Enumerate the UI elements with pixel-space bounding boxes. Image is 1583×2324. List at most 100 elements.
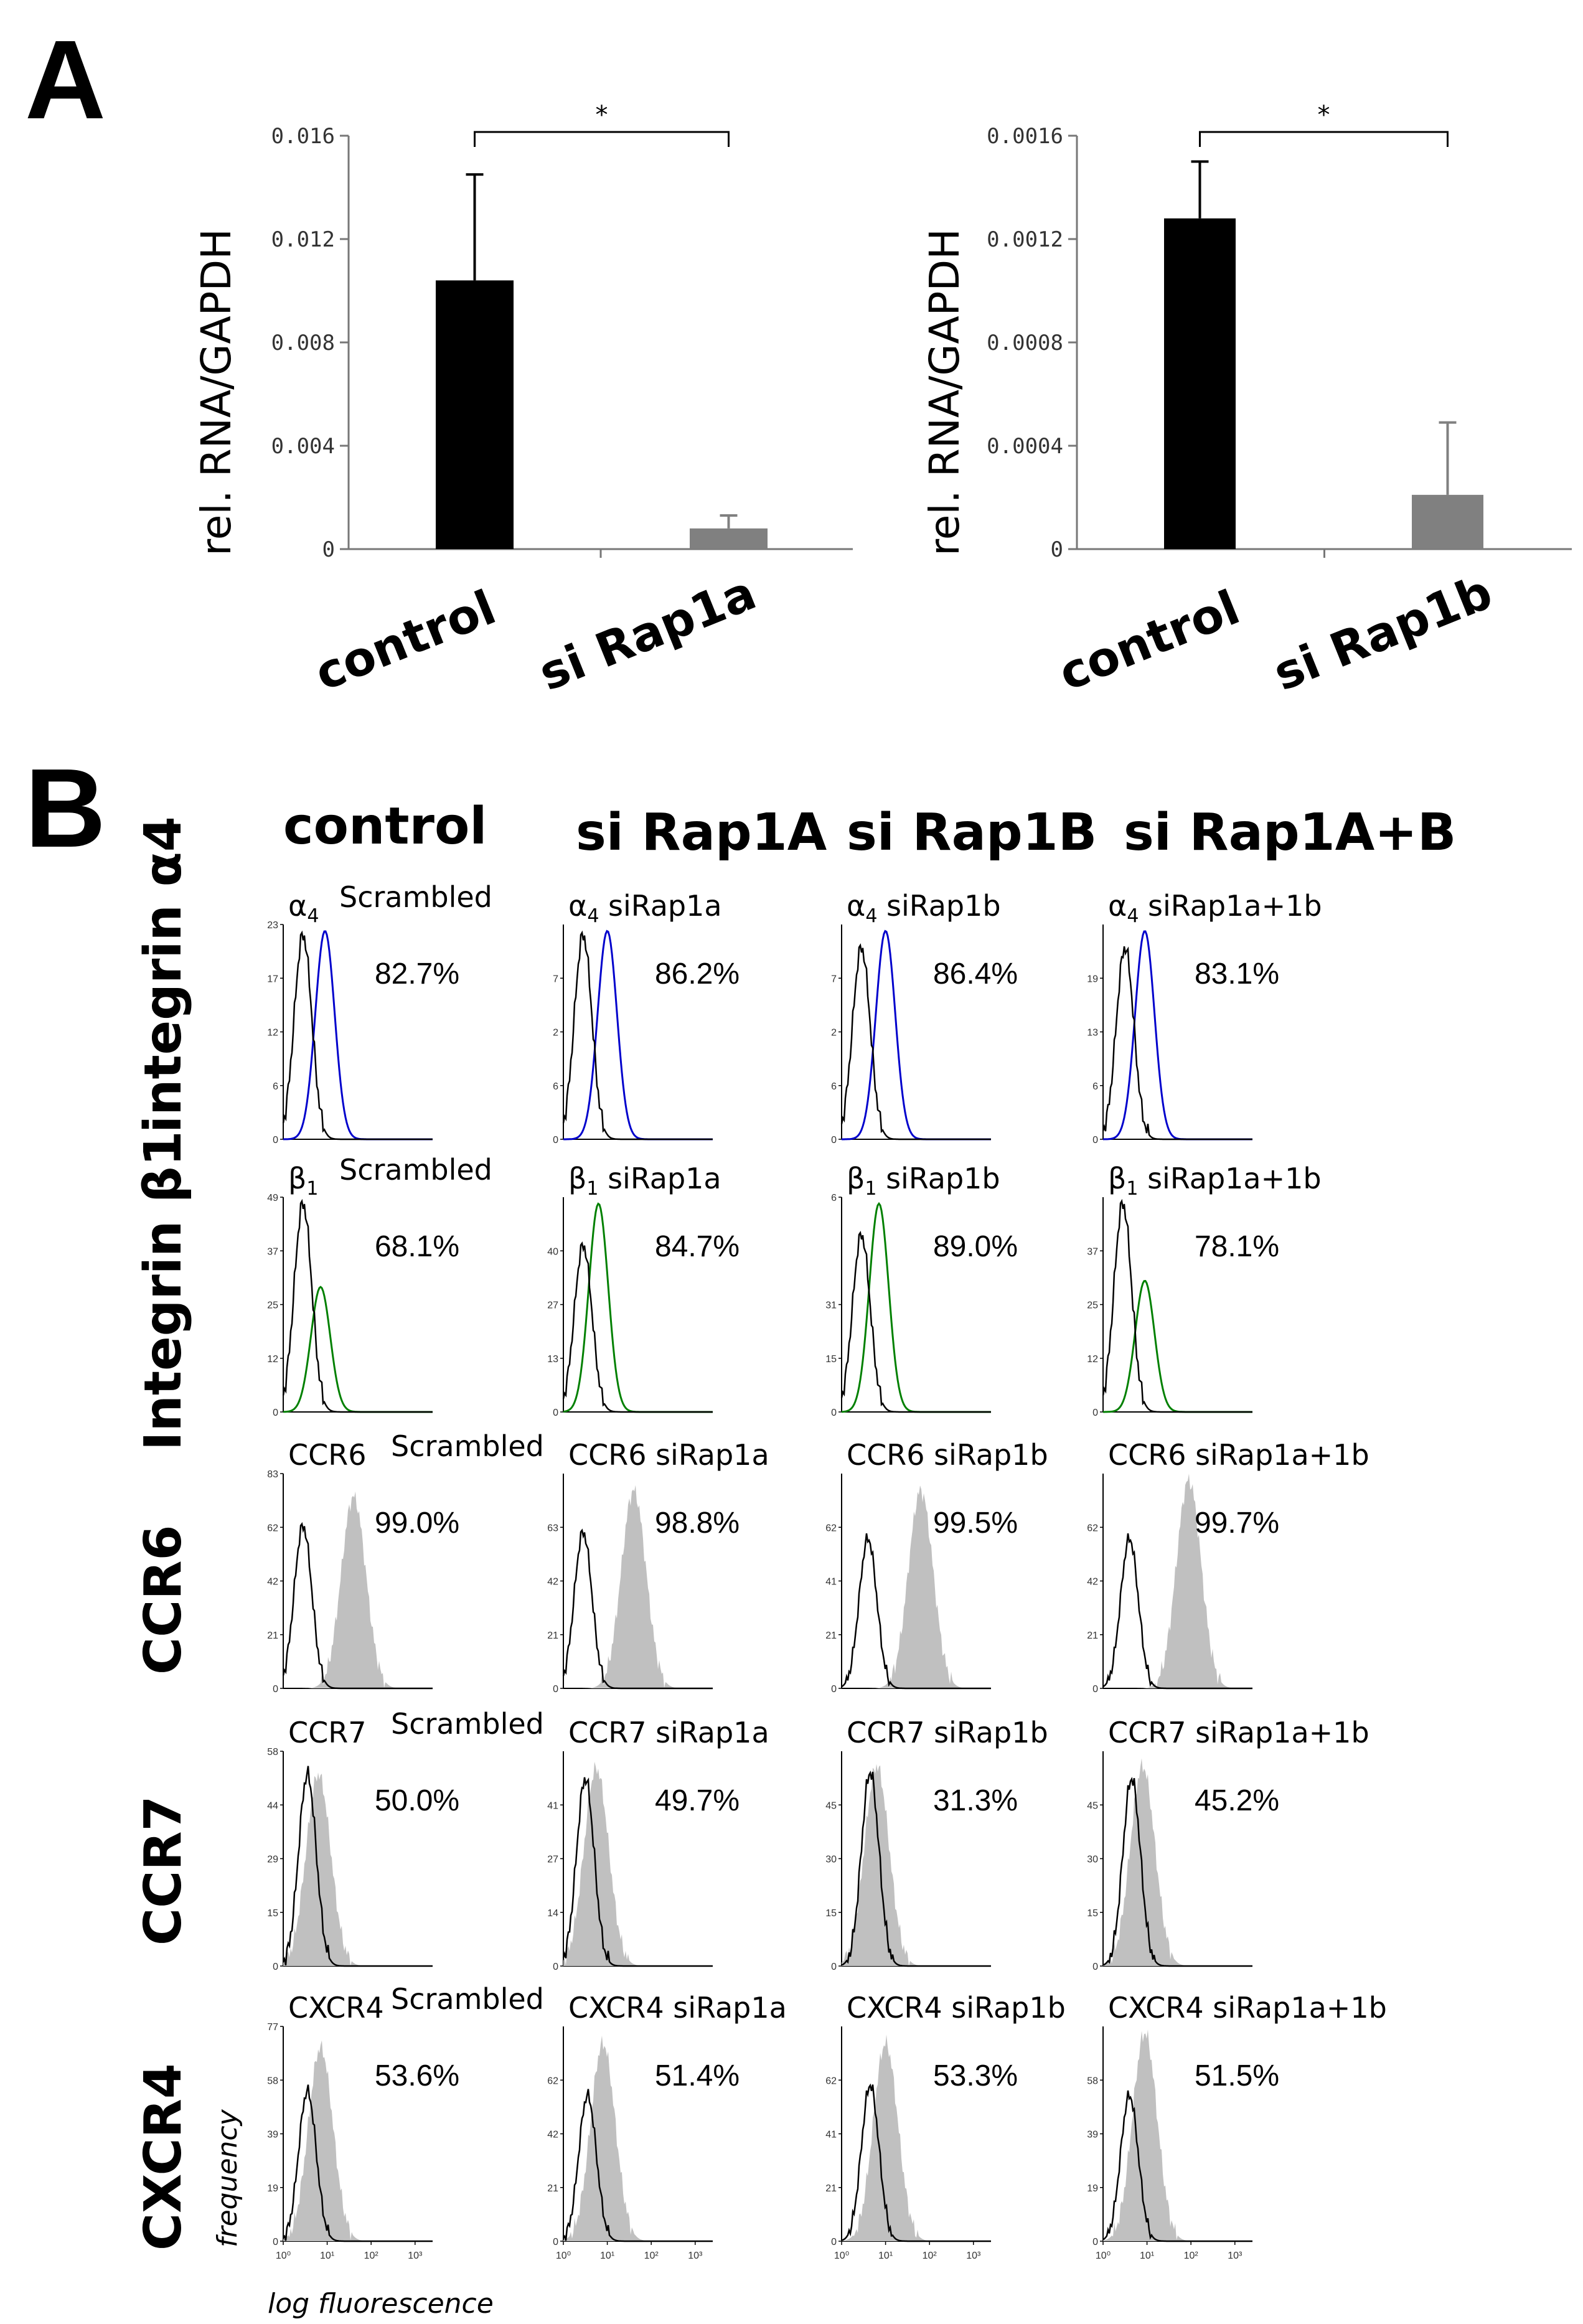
hist-y-tick-label: 41 — [825, 1577, 837, 1588]
hist-x-tick-label: 10⁰ — [276, 2251, 291, 2261]
hist-y-tick-label: 0 — [1092, 1684, 1098, 1695]
hist-percent: 99.0% — [375, 1507, 459, 1540]
hist-title: CXCR4 siRap1b — [847, 1991, 1066, 2025]
hist-y-tick-label: 58 — [1087, 2076, 1098, 2086]
hist-title: CXCR4 siRap1a — [568, 1991, 787, 2025]
hist-isotype-line — [282, 1766, 433, 1967]
hist-isotype-line — [282, 1198, 433, 1413]
hist-positive-fill — [283, 1772, 433, 1966]
hist-positive-fill — [563, 1761, 713, 1966]
hist-isotype-line — [562, 930, 713, 1141]
hist-percent: 78.1% — [1195, 1230, 1279, 1263]
hist-y-tick-label: 12 — [267, 1028, 278, 1038]
y-tick-label: 0.016 — [271, 124, 335, 149]
column-header-si-rap1b: si Rap1B — [847, 803, 1097, 862]
hist-positive-fill — [842, 2035, 991, 2241]
hist-isotype-line — [1102, 946, 1252, 1141]
histogram-cell: 0 21 41 62 CCR6 siRap1b 99.5% — [825, 1438, 1048, 1695]
hist-percent: 82.7% — [375, 957, 459, 990]
hist-positive-fill — [1103, 2030, 1252, 2241]
histogram-cell: 0 19 39 58 10⁰ 10¹ 10² 10³ CXCR4 siRap1a+1b 51.5% — [1087, 1991, 1387, 2261]
hist-y-tick-label: 37 — [1087, 1246, 1098, 1257]
hist-y-tick-label: 83 — [267, 1469, 278, 1480]
histogram-cell: 0 19 39 58 77 10⁰ 10¹ 10² 10³ CXCR4 Scrambled 53.6… — [267, 1982, 544, 2261]
hist-isotype-line — [1102, 1198, 1252, 1413]
y-tick-label: 0 — [1051, 537, 1063, 562]
hist-percent: 89.0% — [933, 1230, 1018, 1263]
hist-positive-fill — [1103, 1758, 1252, 1966]
histogram-cell: 0 6 12 17 23 α4 Scrambled 82.7% — [267, 880, 492, 1146]
hist-y-tick-label: 15 — [267, 1908, 278, 1919]
histogram-cell: 0 15 29 44 58 CCR7 Scrambled 50.0% — [267, 1707, 544, 1972]
hist-y-tick-label: 0 — [1092, 1135, 1098, 1146]
y-tick-label: 0.008 — [271, 331, 335, 355]
hist-y-tick-label: 0 — [831, 2237, 837, 2247]
hist-y-tick-label: 2 — [553, 1028, 558, 1038]
histogram-cell: 0 6 13 19 α4 siRap1a+1b 83.1% — [1087, 889, 1322, 1146]
hist-y-tick-label: 62 — [547, 2076, 558, 2086]
hist-y-tick-label: 0 — [273, 1135, 278, 1146]
hist-percent: 99.5% — [933, 1507, 1018, 1540]
hist-x-tick-label: 10¹ — [878, 2251, 893, 2261]
hist-percent: 99.7% — [1195, 1507, 1279, 1540]
hist-title: CXCR4 siRap1a+1b — [1108, 1991, 1387, 2025]
hist-y-tick-label: 30 — [1087, 1855, 1098, 1865]
hist-y-tick-label: 15 — [825, 1354, 837, 1365]
hist-y-tick-label: 21 — [547, 1630, 558, 1641]
hist-percent: 86.2% — [655, 957, 740, 990]
histogram-cell: 0 15 30 45 CCR7 siRap1a+1b 45.2% — [1087, 1716, 1369, 1972]
hist-y-tick-label: 15 — [1087, 1908, 1098, 1919]
hist-isotype-line — [840, 1230, 991, 1413]
hist-y-tick-label: 0 — [553, 1135, 558, 1146]
hist-y-tick-label: 42 — [547, 1577, 558, 1588]
hist-x-tick-label: 10³ — [408, 2251, 423, 2261]
y-tick-label: 0 — [322, 537, 335, 562]
hist-x-tick-label: 10⁰ — [1096, 2251, 1111, 2261]
hist-isotype-line — [1102, 2090, 1252, 2242]
significance-star: * — [596, 101, 608, 129]
hist-y-tick-label: 0 — [273, 2237, 278, 2247]
hist-y-tick-label: 45 — [1087, 1800, 1098, 1811]
hist-title: CCR7 Scrambled — [288, 1707, 544, 1749]
hist-y-tick-label: 17 — [267, 974, 278, 984]
column-header-si-rap1a: si Rap1A — [576, 803, 827, 862]
hist-y-tick-label: 21 — [547, 2183, 558, 2194]
hist-y-tick-label: 0 — [1092, 2237, 1098, 2247]
hist-percent: 84.7% — [655, 1230, 740, 1263]
hist-percent: 51.5% — [1195, 2059, 1279, 2092]
hist-title: α4 siRap1a — [568, 889, 722, 927]
histogram-cell: 0 14 27 41 CCR7 siRap1a 49.7% — [547, 1716, 769, 1972]
column-header-control: control — [283, 797, 487, 856]
row-header-integrin-a4: integrin α4 — [134, 816, 193, 1133]
hist-y-tick-label: 12 — [1087, 1354, 1098, 1365]
hist-y-tick-label: 0 — [1092, 1962, 1098, 1972]
hist-x-tick-label: 10² — [923, 2251, 937, 2261]
hist-y-tick-label: 39 — [267, 2130, 278, 2140]
hist-percent: 51.4% — [655, 2059, 740, 2092]
hist-y-tick-label: 31 — [825, 1301, 837, 1311]
hist-y-tick-label: 62 — [825, 2076, 837, 2086]
hist-y-tick-label: 77 — [267, 2022, 278, 2033]
histogram-cell: 0 6 2 7 α4 siRap1a 86.2% — [553, 889, 740, 1146]
hist-title: CCR6 siRap1a — [568, 1438, 769, 1472]
hist-y-tick-label: 19 — [267, 2183, 278, 2194]
hist-percent: 83.1% — [1195, 957, 1279, 990]
panel-b-letter: B — [25, 746, 106, 871]
hist-positive-fill — [283, 1491, 433, 1688]
hist-y-tick-label: 7 — [553, 974, 558, 984]
hist-isotype-line — [841, 2083, 991, 2242]
hist-isotype-line — [841, 1771, 991, 1967]
hist-isotype-line — [282, 930, 433, 1141]
hist-y-tick-label: 6 — [553, 1081, 558, 1092]
hist-y-tick-label: 62 — [1087, 1523, 1098, 1533]
hist-percent: 53.3% — [933, 2059, 1018, 2092]
hist-y-tick-label: 25 — [1087, 1301, 1098, 1311]
hist-y-tick-label: 0 — [273, 1684, 278, 1695]
significance-star: * — [1318, 101, 1330, 129]
column-header-si-rap1a-b: si Rap1A+B — [1124, 803, 1456, 862]
hist-y-tick-label: 0 — [273, 1962, 278, 1972]
hist-y-tick-label: 0 — [1092, 1408, 1098, 1418]
histogram-cell: 0 21 42 62 CCR6 siRap1a+1b 99.7% — [1087, 1438, 1369, 1695]
hist-y-tick-label: 29 — [267, 1855, 278, 1865]
y-tick-label: 0.012 — [271, 227, 335, 252]
